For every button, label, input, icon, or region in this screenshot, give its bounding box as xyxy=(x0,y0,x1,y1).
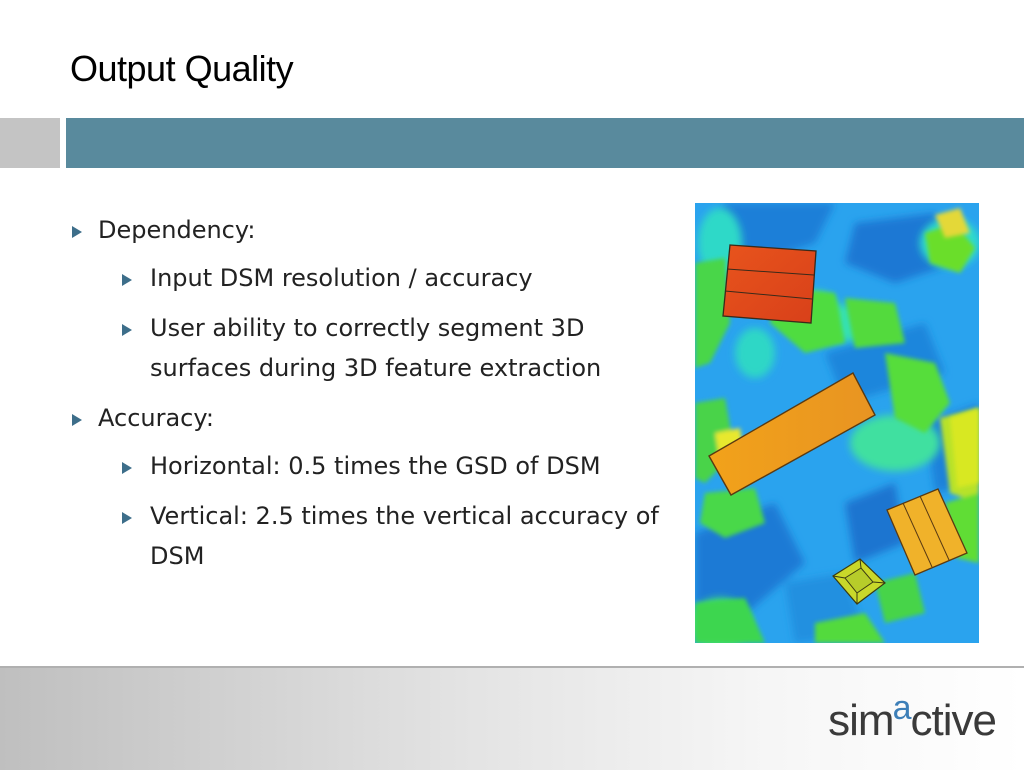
bullet-arrow-icon xyxy=(72,226,82,238)
logo-text-ctive: ctive xyxy=(910,696,997,745)
bullet-horizontal: Horizontal: 0.5 times the GSD of DSM xyxy=(70,446,680,486)
bullet-arrow-icon xyxy=(122,512,132,524)
roof-small-orange xyxy=(886,488,968,576)
bullet-text: Dependency: xyxy=(98,216,256,244)
bullet-arrow-icon xyxy=(122,462,132,474)
dsm-heightmap-image xyxy=(695,203,979,643)
bullet-user-ability: User ability to correctly segment 3D sur… xyxy=(70,308,680,388)
bullet-arrow-icon xyxy=(72,414,82,426)
bullet-list: Dependency: Input DSM resolution / accur… xyxy=(70,210,680,576)
roof-long-orange xyxy=(708,372,876,496)
header-bar-teal xyxy=(66,118,1024,168)
logo-text-sim: sim xyxy=(828,696,894,745)
bullet-arrow-icon xyxy=(122,324,132,336)
bullet-arrow-icon xyxy=(122,274,132,286)
header-bar-gray xyxy=(0,118,60,168)
bullet-vertical: Vertical: 2.5 times the vertical accurac… xyxy=(70,496,680,576)
bullet-text: User ability to correctly segment 3D sur… xyxy=(150,314,602,382)
bullet-text: Input DSM resolution / accuracy xyxy=(150,264,533,292)
slide-title: Output Quality xyxy=(70,48,294,89)
bullet-accuracy: Accuracy: xyxy=(70,398,680,438)
bullet-text: Horizontal: 0.5 times the GSD of DSM xyxy=(150,452,601,480)
logo-text-a: a xyxy=(892,689,912,727)
simactive-logo: simactive xyxy=(828,689,997,750)
bullet-input-dsm: Input DSM resolution / accuracy xyxy=(70,258,680,298)
footer-band xyxy=(0,666,1024,770)
roof-hip xyxy=(832,558,886,605)
roof-red xyxy=(722,244,817,324)
bullet-text: Vertical: 2.5 times the vertical accurac… xyxy=(150,502,659,570)
bullet-text: Accuracy: xyxy=(98,404,214,432)
bullet-dependency: Dependency: xyxy=(70,210,680,250)
